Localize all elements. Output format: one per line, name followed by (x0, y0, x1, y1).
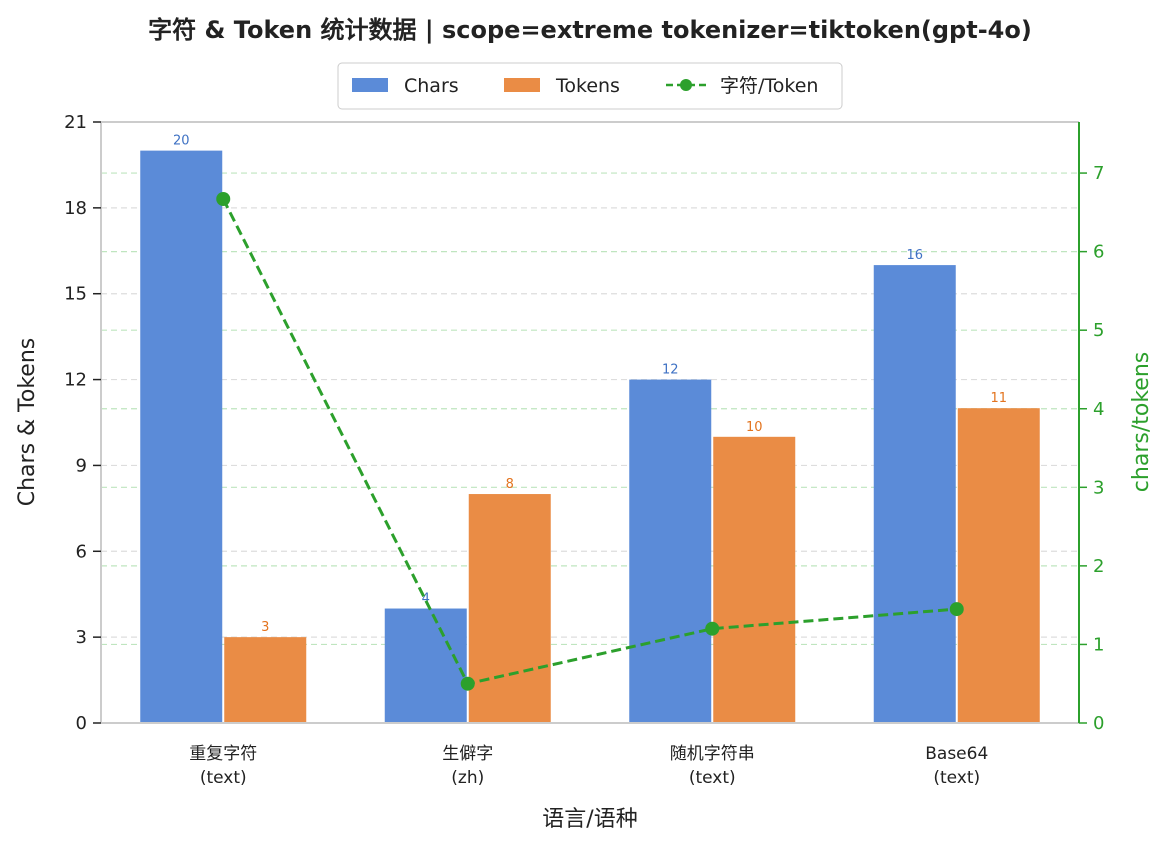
legend-swatch-ratio-marker (680, 79, 692, 91)
y-tick-label-left: 18 (64, 198, 87, 219)
legend-label-ratio: 字符/Token (720, 75, 818, 97)
bar-value-label: 16 (906, 248, 923, 263)
y-tick-label-right: 6 (1093, 242, 1104, 263)
legend: Chars Tokens 字符/Token (337, 62, 843, 110)
bar-value-label: 10 (746, 420, 763, 435)
ratio-point (216, 191, 231, 206)
legend-label-chars: Chars (404, 75, 459, 97)
bar-value-label: 3 (261, 620, 269, 635)
y-tick-label-left: 21 (64, 112, 87, 133)
ratio-point (949, 602, 964, 617)
bars: 20 4 12 16 3 8 10 11 (140, 134, 1040, 724)
ratio-line (216, 191, 964, 691)
y-tick-label-right: 5 (1093, 320, 1104, 341)
bar-tokens (224, 637, 307, 723)
y-tick-label-right: 1 (1093, 634, 1104, 655)
y-tick-label-left: 3 (76, 627, 87, 648)
bar-value-label: 20 (173, 134, 190, 149)
x-tick-label: 生僻字 (442, 744, 493, 764)
bar-value-label: 4 (422, 592, 430, 607)
x-tick-label: (text) (689, 768, 736, 788)
y-axis-title-right: chars/tokens (1129, 352, 1154, 492)
legend-frame (337, 62, 843, 110)
ratio-line-path (221, 198, 957, 686)
y-tick-label-right: 7 (1093, 163, 1104, 184)
y-tick-label-right: 3 (1093, 477, 1104, 498)
y-tick-label-right: 4 (1093, 399, 1104, 420)
bar-chars (629, 379, 712, 723)
x-axis-title: 语言/语种 (542, 807, 637, 832)
bar-value-label: 8 (506, 477, 514, 492)
x-tick-label: 重复字符 (189, 744, 257, 764)
legend-label-tokens: Tokens (555, 75, 620, 97)
x-tick-label: Base64 (925, 744, 988, 764)
chart-title: 字符 & Token 统计数据 | scope=extreme tokenize… (148, 16, 1032, 44)
axes: 03691215182101234567重复字符(text)生僻字(zh)随机字… (64, 112, 1104, 788)
legend-swatch-chars (352, 78, 388, 92)
y-tick-label-left: 9 (76, 455, 87, 476)
x-tick-label: (text) (933, 768, 980, 788)
x-tick-label: 随机字符串 (670, 744, 755, 764)
bar-chars (384, 608, 467, 723)
y-axis-title-left: Chars & Tokens (15, 338, 40, 507)
y-tick-label-left: 0 (76, 713, 87, 734)
y-tick-label-right: 2 (1093, 556, 1104, 577)
bar-tokens (468, 494, 551, 723)
x-tick-label: (zh) (451, 768, 484, 788)
y-tick-label-left: 6 (76, 541, 87, 562)
x-tick-label: (text) (200, 768, 247, 788)
bar-value-label: 11 (990, 391, 1007, 406)
bar-value-label: 12 (662, 363, 679, 378)
bar-chars (140, 150, 223, 724)
bar-tokens (957, 408, 1040, 723)
y-tick-label-right: 0 (1093, 713, 1104, 734)
ratio-point (705, 621, 720, 636)
legend-swatch-tokens (504, 78, 540, 92)
ratio-point (460, 676, 475, 691)
y-tick-label-left: 15 (64, 284, 87, 305)
y-tick-label-left: 12 (64, 370, 87, 391)
bar-chars (873, 265, 956, 723)
bar-tokens (713, 436, 796, 723)
